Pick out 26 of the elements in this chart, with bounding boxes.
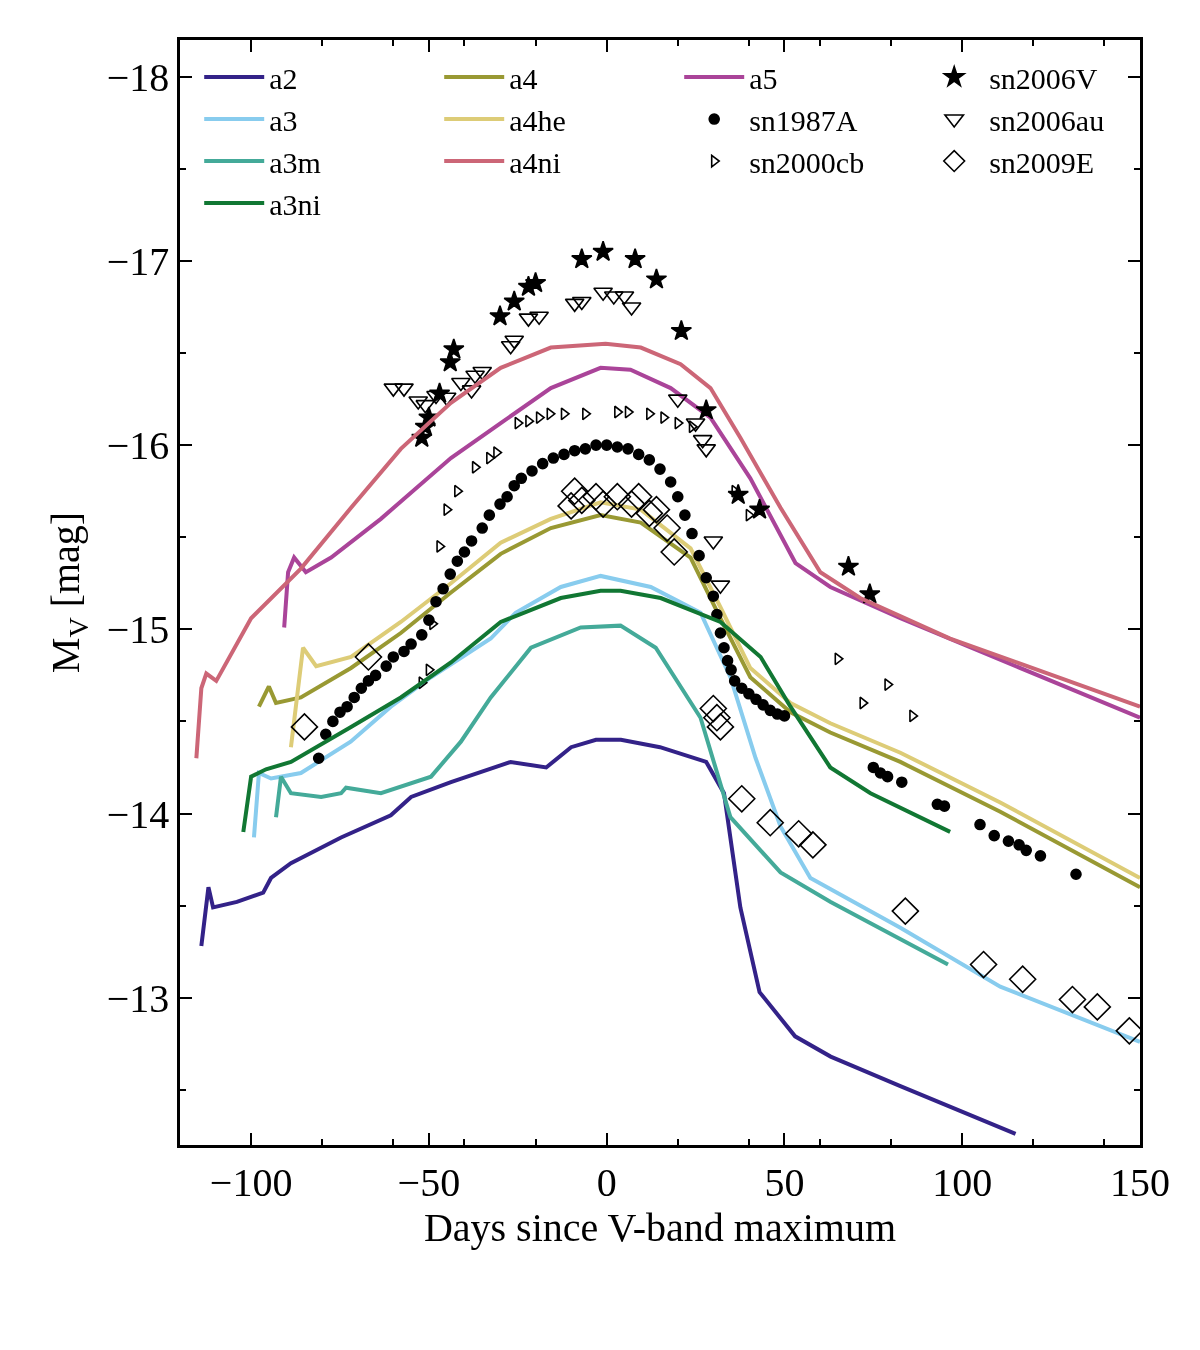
legend-label: a3 (269, 103, 298, 137)
legend-label: a4he (509, 103, 566, 137)
x-tick-label: −100 (209, 1159, 293, 1205)
legend-label: sn1987A (749, 103, 858, 137)
y-tick-label: −17 (106, 239, 170, 284)
y-tick-label: −15 (106, 607, 170, 653)
x-tick-label: 50 (764, 1159, 805, 1205)
legend-label: sn2000cb (749, 145, 865, 179)
x-tick-label: 0 (596, 1159, 617, 1205)
legend-label: sn2009E (989, 145, 1095, 179)
y-tick-label: −18 (106, 54, 170, 100)
legend-label: a4ni (509, 145, 561, 179)
legend-label: a3m (269, 145, 321, 179)
y-tick-label: −16 (106, 423, 170, 469)
y-tick-label: −14 (106, 791, 170, 837)
legend-label: a2 (269, 61, 298, 95)
legend-label: a3ni (269, 187, 321, 221)
legend-label: a5 (749, 61, 778, 95)
legend-label: sn2006au (989, 103, 1105, 137)
x-tick-label: 100 (932, 1159, 993, 1205)
x-tick-label: −50 (397, 1159, 461, 1205)
legend-label: sn2006V (989, 61, 1098, 95)
legend-label: a4 (509, 61, 538, 95)
y-tick-label: −13 (106, 975, 170, 1021)
x-axis-title: Days since V-band maximum (423, 1205, 897, 1251)
x-tick-label: 150 (1110, 1159, 1170, 1205)
